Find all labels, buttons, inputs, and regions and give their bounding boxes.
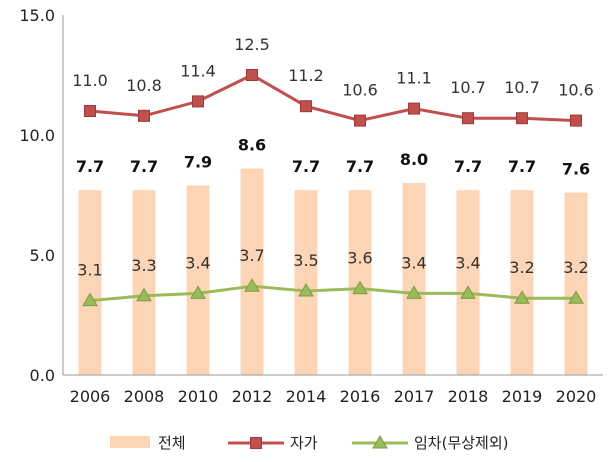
line-value-label: 3.1	[77, 261, 102, 280]
line-value-label: 10.7	[504, 78, 540, 97]
x-tick-label: 2014	[286, 387, 327, 406]
line-value-label: 3.3	[131, 256, 156, 275]
x-tick-label: 2008	[124, 387, 165, 406]
x-tick-label: 2019	[502, 387, 543, 406]
triangle-marker	[514, 290, 530, 304]
line-value-label: 3.5	[293, 251, 318, 270]
legend-square-marker	[250, 437, 262, 449]
y-tick-label: 5.0	[30, 246, 55, 265]
line-value-label: 12.5	[234, 35, 270, 54]
triangle-marker	[568, 290, 584, 304]
bar-value-label: 8.0	[400, 150, 428, 169]
square-marker	[462, 112, 474, 125]
x-axis: 2006 2008 2010 2012 2014 2016 2017 2018 2019 2020	[63, 374, 603, 406]
x-tick-label: 2017	[394, 387, 435, 406]
square-marker	[84, 105, 96, 117]
square-marker	[570, 114, 582, 127]
bar	[186, 185, 210, 375]
x-tick-label: 2010	[178, 387, 219, 406]
line-value-label: 3.4	[455, 253, 480, 272]
y-axis: 0.0 5.0 10.0 15.0	[19, 6, 64, 385]
line-value-label: 11.1	[396, 69, 432, 88]
bar	[240, 168, 264, 375]
x-tick-label: 2012	[232, 387, 273, 406]
bar	[78, 190, 102, 375]
line-value-label: 10.6	[342, 81, 378, 100]
bar-value-label: 7.7	[292, 157, 320, 176]
legend-triangle-marker	[372, 435, 388, 449]
line-value-label: 3.2	[509, 258, 534, 277]
bar	[564, 192, 588, 375]
x-tick-label: 2016	[340, 387, 381, 406]
x-tick-label: 2018	[448, 387, 489, 406]
bar-value-label: 7.9	[184, 152, 212, 171]
bar-value-label: 7.7	[454, 157, 482, 176]
bar	[132, 190, 156, 375]
line-value-label: 3.4	[401, 253, 426, 272]
triangle-marker	[136, 287, 152, 302]
y-tick-label: 15.0	[19, 6, 55, 25]
legend-label: 자가	[290, 434, 318, 452]
triangle-marker	[82, 292, 98, 307]
line-value-label: 10.8	[126, 76, 162, 95]
line-value-label: 3.4	[185, 253, 210, 272]
legend-label: 전체	[158, 434, 186, 452]
line-value-label: 3.2	[563, 258, 588, 277]
bar-value-label: 7.7	[508, 157, 536, 176]
square-marker	[516, 112, 528, 125]
bar-value-label: 7.7	[130, 157, 158, 176]
line-value-label: 11.2	[288, 66, 324, 85]
square-marker	[408, 102, 420, 115]
legend-label: 임차(무상제외)	[414, 434, 509, 452]
bar	[294, 190, 318, 375]
series-line	[89, 73, 577, 123]
square-marker	[300, 100, 312, 113]
line-value-label: 3.6	[347, 249, 372, 268]
bar	[456, 190, 480, 375]
bar-series	[78, 168, 588, 375]
square-marker	[354, 114, 366, 127]
bar-value-label: 7.6	[562, 160, 590, 179]
square-marker	[138, 109, 150, 122]
bar	[402, 183, 426, 375]
line-value-label: 11.0	[72, 71, 108, 90]
line-value-label: 10.6	[558, 81, 594, 100]
triangle-marker	[244, 278, 260, 292]
data-labels: 7.7 7.7 7.9 8.6 7.7 7.7 8.0 7.7 7.7 7.6 11.0 10.8 11…	[72, 35, 594, 280]
triangle-marker	[298, 283, 314, 297]
bar	[510, 190, 534, 375]
line-value-label: 11.4	[180, 61, 216, 80]
line-value-label: 3.7	[239, 246, 264, 265]
legend: 전체 자가 임차(무상제외)	[110, 434, 509, 452]
triangle-marker	[190, 285, 206, 299]
line-value-label: 10.7	[450, 78, 486, 97]
triangle-marker	[406, 285, 422, 299]
bar-value-label: 7.7	[346, 157, 374, 176]
bar-value-label: 8.6	[238, 136, 266, 155]
x-tick-label: 2006	[70, 387, 111, 406]
line-series	[82, 69, 584, 307]
y-tick-label: 0.0	[30, 366, 55, 385]
y-tick-label: 10.0	[19, 126, 55, 145]
square-marker	[246, 69, 258, 81]
legend-swatch-bar	[110, 436, 150, 448]
triangle-marker	[352, 280, 368, 295]
square-marker	[192, 95, 204, 108]
series-line	[89, 284, 576, 303]
x-tick-label: 2020	[556, 387, 597, 406]
bar-value-label: 7.7	[76, 157, 104, 176]
triangle-marker	[460, 285, 476, 299]
